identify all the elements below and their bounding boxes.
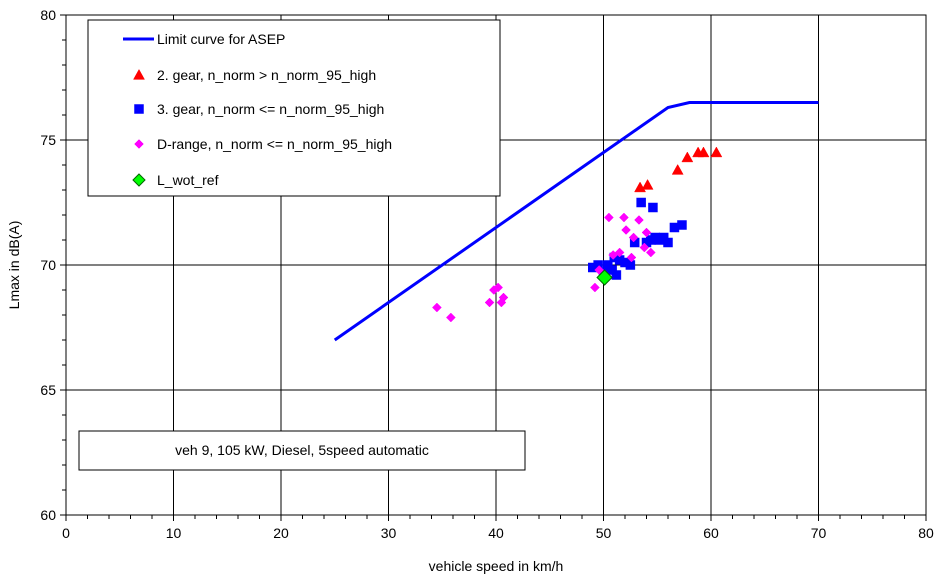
- y-tick-label: 70: [40, 257, 56, 273]
- x-tick-label: 70: [811, 525, 827, 541]
- x-tick-label: 80: [918, 525, 934, 541]
- data-point: [645, 247, 656, 258]
- tick-labels: 0 10 20 30 40 50 60 70 80 60 65 70 75 80: [40, 7, 934, 541]
- x-tick-label: 60: [703, 525, 719, 541]
- series-1: [634, 146, 723, 193]
- data-point: [648, 202, 658, 213]
- legend-box: [87, 19, 501, 197]
- data-point: [677, 220, 687, 230]
- legend-swatch-marker: [134, 139, 144, 149]
- data-point: [628, 232, 639, 243]
- data-point: [641, 178, 654, 190]
- data-point: [634, 215, 644, 225]
- data-point: [641, 227, 652, 238]
- legend-swatch-marker: [132, 173, 146, 187]
- data-point: [639, 242, 650, 253]
- legend-label: 2. gear, n_norm > n_norm_95_high: [157, 67, 376, 83]
- data-point: [614, 247, 625, 258]
- x-tick-label: 30: [381, 525, 397, 541]
- data-point: [636, 197, 646, 208]
- data-point: [432, 302, 442, 313]
- x-tick-label: 50: [596, 525, 612, 541]
- data-point: [493, 282, 504, 293]
- y-tick-label: 80: [40, 7, 56, 23]
- y-axis-label: Lmax in dB(A): [6, 221, 22, 310]
- annotation-box: veh 9, 105 kW, Diesel, 5speed automatic: [78, 430, 526, 471]
- data-point: [626, 252, 637, 263]
- data-point: [621, 225, 631, 235]
- data-series: [333, 101, 819, 342]
- legend-label: L_wot_ref: [157, 172, 219, 188]
- legend-swatch-marker: [133, 68, 145, 80]
- series-0: [333, 101, 819, 342]
- legend-label: 3. gear, n_norm <= n_norm_95_high: [157, 101, 384, 117]
- series-3: [432, 212, 656, 323]
- annotation-frame: [78, 430, 526, 471]
- x-tick-label: 40: [488, 525, 504, 541]
- series-4: [596, 269, 613, 286]
- data-point: [697, 146, 710, 158]
- plot-frame: [65, 14, 927, 516]
- legend-label: Limit curve for ASEP: [157, 31, 285, 47]
- legend: Limit curve for ASEP 2. gear, n_norm > n_…: [87, 19, 501, 197]
- y-tick-label: 65: [40, 382, 56, 398]
- data-point: [681, 151, 694, 163]
- x-tick-label: 10: [166, 525, 182, 541]
- data-point: [710, 146, 723, 158]
- x-axis-label: vehicle speed in km/h: [429, 558, 564, 574]
- legend-label: D-range, n_norm <= n_norm_95_high: [157, 136, 392, 152]
- tick-marks: [60, 14, 927, 521]
- data-point: [625, 260, 636, 270]
- data-point: [596, 269, 613, 286]
- x-tick-label: 20: [273, 525, 289, 541]
- legend-swatch-marker: [134, 104, 144, 114]
- y-tick-label: 60: [40, 507, 56, 523]
- data-point: [445, 312, 456, 323]
- data-point: [498, 292, 509, 303]
- y-tick-label: 75: [40, 132, 56, 148]
- data-point: [590, 282, 600, 293]
- annotation-text: veh 9, 105 kW, Diesel, 5speed automatic: [175, 442, 429, 458]
- data-point: [619, 212, 629, 223]
- x-tick-label: 0: [62, 525, 70, 541]
- data-point: [671, 163, 684, 175]
- limit-curve-line: [333, 101, 819, 342]
- data-point: [611, 270, 622, 280]
- data-point: [484, 297, 495, 308]
- data-point: [663, 237, 673, 248]
- data-point: [594, 265, 605, 275]
- data-point: [604, 212, 614, 223]
